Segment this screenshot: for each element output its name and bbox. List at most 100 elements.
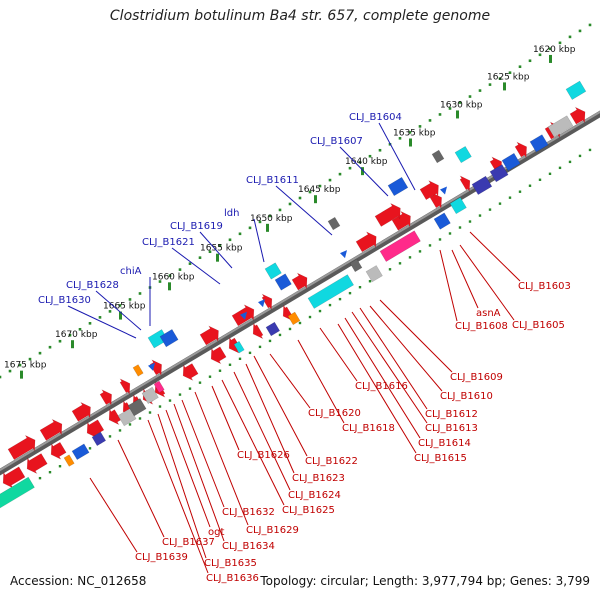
forward-gene [291, 272, 308, 291]
inner-dot [428, 244, 432, 247]
forward-gene [39, 418, 63, 441]
bottom-label-connector [351, 311, 428, 424]
cyan-gene [233, 340, 245, 354]
ruler-tick-label: 1620 kbp [533, 45, 576, 55]
bottom-gene-label: CLJ_B1608 [455, 321, 508, 332]
inner-dot [258, 345, 262, 349]
ruler-dot [348, 166, 352, 170]
blue-marker [240, 311, 247, 320]
ruler-dot [308, 190, 312, 194]
reverse-gene [108, 408, 122, 426]
navy-gene [91, 431, 107, 447]
orange-gene [132, 364, 144, 377]
bottom-label-connector [297, 339, 345, 424]
bottom-gene-label: asnA [476, 308, 501, 319]
inner-dot [278, 333, 282, 337]
reverse-gene [252, 322, 264, 340]
forward-gene [514, 141, 527, 159]
ruler-dot [508, 71, 512, 74]
ruler-dot [518, 65, 522, 69]
inner-dot [368, 280, 372, 283]
ruler-dot [18, 363, 22, 367]
bottom-label-connector [451, 249, 479, 309]
bottom-gene-label: CLJ_B1625 [282, 505, 335, 516]
ruler-tick-label: 1675 kbp [4, 361, 47, 371]
ruler-dot [248, 226, 252, 230]
ruler-dot [238, 232, 242, 236]
ruler-dot [158, 280, 162, 283]
inner-dot [458, 226, 462, 229]
forward-gene [99, 389, 112, 407]
ruler-dot [328, 178, 332, 182]
ruler-dot [128, 298, 132, 301]
grey-gene [431, 149, 445, 164]
bottom-label-connector [269, 353, 311, 409]
ruler-tick-label: 1670 kbp [55, 330, 98, 340]
inner-dot [568, 160, 572, 164]
inner-dot [558, 166, 562, 170]
top-gene-label: chiA [120, 266, 142, 277]
bottom-gene-label: CLJ_B1624 [288, 490, 341, 501]
ruler-tick-labels: 1620 kbp 1625 kbp 1630 kbp 1635 kbp 1640 kbp… [4, 45, 576, 379]
bottom-label-connector [337, 323, 417, 454]
bottom-gene-label: CLJ_B1629 [246, 525, 299, 536]
ruler-tick-label: 1625 kbp [487, 72, 530, 82]
ruler-dot [48, 345, 52, 349]
forward-gene [419, 180, 439, 201]
inner-dot [308, 315, 312, 319]
top-label-connector [67, 305, 137, 339]
bottom-label-connector [379, 299, 453, 373]
inner-dot [478, 214, 482, 217]
inner-dot [58, 465, 62, 468]
inner-dot [238, 357, 242, 361]
ruler-dot [118, 304, 122, 307]
ruler-dot [258, 220, 262, 224]
ruler-dot [8, 369, 12, 373]
inner-dot [498, 202, 502, 205]
inner-dot [228, 363, 232, 366]
orange-gene [63, 454, 75, 467]
ruler-tick [119, 311, 122, 320]
inner-dot [538, 178, 542, 181]
inner-dot [148, 411, 152, 414]
ruler-dot [498, 77, 502, 80]
inner-dot [508, 196, 512, 199]
forward-gene [459, 175, 471, 193]
inner-dot [528, 184, 532, 187]
bottom-label-connector [439, 249, 458, 322]
ruler-dot [268, 214, 272, 218]
inner-dot [438, 238, 442, 241]
reverse-gene [50, 441, 67, 460]
ruler-tick [409, 138, 412, 147]
ruler-dot [188, 262, 192, 265]
top-label-connector [171, 247, 221, 285]
ruler-dot [558, 41, 562, 45]
inner-dot [488, 208, 492, 211]
ruler-dot [318, 184, 322, 188]
ruler-dot [528, 59, 532, 63]
inner-dot [338, 297, 342, 301]
bottom-gene-label: CLJ_B1622 [305, 456, 358, 467]
forward-gene [261, 293, 273, 311]
top-gene-label: CLJ_B1630 [38, 295, 91, 306]
ruler-dot [468, 95, 472, 98]
blue-gene [274, 273, 292, 291]
bottom-gene-label: CLJ_B1635 [204, 558, 257, 569]
bottom-label-connector [194, 391, 249, 526]
ruler-dot [78, 327, 82, 331]
inner-dot [328, 303, 332, 307]
navy-gene [265, 321, 281, 337]
forward-gene [391, 210, 411, 231]
blue-marker [148, 362, 155, 371]
inner-dot [138, 417, 142, 420]
top-label-connector [378, 122, 416, 191]
top-gene-label: CLJ_B1611 [246, 175, 299, 186]
inner-dot [188, 387, 192, 390]
ruler-tick [314, 195, 317, 204]
ruler-dot [68, 333, 72, 337]
bottom-label-connector [157, 413, 207, 559]
ruler-tick [266, 223, 269, 232]
inner-dot [178, 393, 182, 396]
inner-dot [198, 381, 202, 384]
